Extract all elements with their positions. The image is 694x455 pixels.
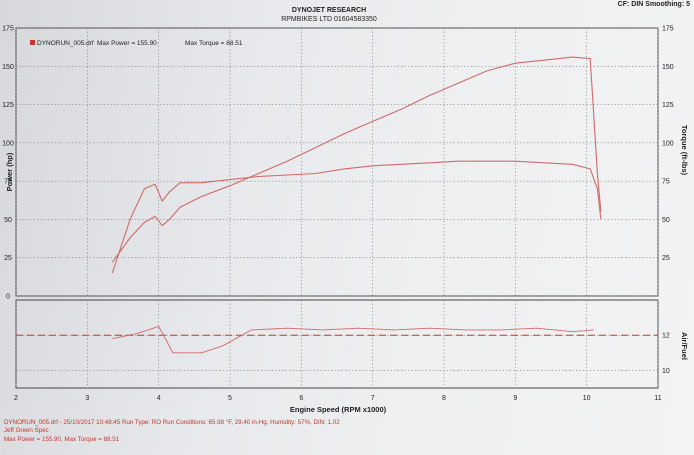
- y-tick-label-left: 25: [4, 255, 12, 262]
- legend-max-torque: Max Torque = 88.51: [185, 40, 243, 47]
- y-tick-label-left: 125: [2, 102, 14, 109]
- afr-grid: [15, 300, 659, 388]
- afr-tick-label: 12: [662, 333, 670, 340]
- afr-curve: [112, 325, 594, 354]
- y-tick-label-right: 150: [662, 64, 674, 71]
- footer-spec: Jeff Green Spec: [4, 427, 49, 434]
- y-tick-label-left: 150: [2, 64, 14, 71]
- x-tick-label: 2: [14, 395, 18, 402]
- y-axis-label-torque: Torque (ft-lbs): [680, 125, 689, 176]
- correction-settings: CF: DIN Smoothing: 5: [618, 1, 690, 8]
- y-tick-label-right: 175: [662, 26, 674, 33]
- legend-swatch: [30, 40, 35, 45]
- x-tick-label: 10: [583, 395, 591, 402]
- legend-file: DYNORUN_005.drf: [37, 40, 94, 47]
- y-axis-label-afr: Air/Fuel: [680, 332, 689, 360]
- chart-title: DYNOJET RESEARCH: [292, 7, 366, 14]
- x-tick-label: 5: [228, 395, 232, 402]
- afr-plot-frame: [15, 299, 659, 389]
- y-tick-label-right: 100: [662, 140, 674, 147]
- y-tick-label-left: 0: [6, 294, 10, 301]
- axis-ticks: 2 3 4 5 6 7 8 9 10 11 0 25 50 75 100 125 150 175 25 50 75 100…: [2, 26, 674, 403]
- chart-subtitle: RPMBIKES LTD 01604583350: [281, 16, 377, 23]
- y-tick-label-left: 50: [4, 217, 12, 224]
- x-tick-label: 3: [85, 395, 89, 402]
- y-tick-label-left: 175: [2, 26, 14, 33]
- dyno-curves: [16, 56, 658, 354]
- torque-curve: [111, 160, 602, 274]
- x-tick-label: 8: [442, 395, 446, 402]
- x-tick-label: 9: [513, 395, 517, 402]
- y-axis-label-power: Power (hp): [5, 152, 14, 191]
- y-tick-label-right: 25: [662, 255, 670, 262]
- y-tick-label-right: 75: [662, 179, 670, 186]
- footer-run-info: DYNORUN_005.drf - 25/10/2017 10:48:45 Ru…: [4, 419, 340, 426]
- legend-max-power: Max Power = 155.90: [97, 40, 157, 47]
- x-tick-label: 4: [157, 395, 161, 402]
- x-tick-label: 7: [371, 395, 375, 402]
- main-plot-frame: [15, 27, 659, 297]
- x-tick-label: 11: [654, 395, 661, 402]
- y-tick-label-right: 125: [662, 102, 674, 109]
- power-curve: [111, 56, 602, 263]
- main-grid: [15, 27, 659, 297]
- y-tick-label-right: 50: [662, 217, 670, 224]
- x-tick-label: 6: [299, 395, 303, 402]
- footer-max-values: Max Power = 155.90, Max Torque = 88.51: [4, 436, 120, 443]
- y-tick-label-left: 75: [4, 179, 12, 186]
- y-tick-label-left: 100: [2, 140, 14, 147]
- afr-tick-label: 10: [662, 368, 670, 375]
- x-axis-label: Engine Speed (RPM x1000): [290, 405, 387, 414]
